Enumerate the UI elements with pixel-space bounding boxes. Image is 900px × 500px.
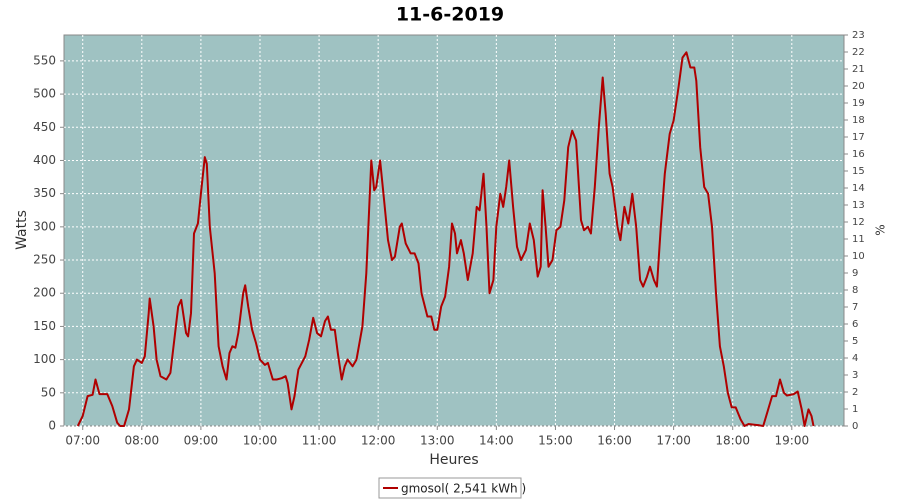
y2-tick-label: 17: [852, 132, 865, 143]
y-tick-label: 550: [33, 53, 56, 67]
x-tick-label: 19:00: [775, 434, 810, 448]
y2-tick-label: 16: [852, 149, 865, 160]
y2-tick-label: 18: [852, 115, 865, 126]
y2-tick-label: 23: [852, 30, 865, 41]
x-tick-label: 13:00: [420, 434, 455, 448]
x-tick-label: 17:00: [656, 434, 691, 448]
y2-tick-label: 21: [852, 64, 865, 75]
y-tick-label: 450: [33, 120, 56, 134]
y-tick-label: 200: [33, 286, 56, 300]
y2-tick-label: 0: [852, 421, 858, 432]
y2-tick-label: 9: [852, 268, 858, 279]
y-tick-label: 350: [33, 186, 56, 200]
y2-axis-label: %: [874, 224, 888, 235]
y2-tick-label: 1: [852, 404, 858, 415]
y2-tick-label: 22: [852, 47, 865, 58]
x-tick-label: 18:00: [715, 434, 750, 448]
y-tick-label: 250: [33, 253, 56, 267]
y2-tick-label: 3: [852, 370, 858, 381]
y2-tick-label: 8: [852, 285, 858, 296]
y-tick-label: 300: [33, 219, 56, 233]
y2-tick-label: 12: [852, 217, 865, 228]
x-axis-label: Heures: [429, 452, 478, 468]
x-tick-label: 15:00: [538, 434, 573, 448]
y2-tick-label: 19: [852, 98, 865, 109]
legend-label: gmosol( 2,541 kWh ): [401, 482, 526, 496]
y2-tick-label: 2: [852, 387, 858, 398]
y2-tick-label: 13: [852, 200, 865, 211]
x-tick-label: 10:00: [243, 434, 278, 448]
y2-tick-label: 11: [852, 234, 865, 245]
y-tick-label: 50: [41, 385, 56, 399]
series-line: [76, 51, 815, 427]
y2-tick-label: 6: [852, 319, 858, 330]
x-tick-label: 08:00: [125, 434, 160, 448]
y-tick-label: 500: [33, 87, 56, 101]
x-tick-label: 11:00: [302, 434, 337, 448]
y2-tick-label: 7: [852, 302, 858, 313]
y2-tick-label: 20: [852, 81, 865, 92]
legend: [378, 477, 522, 499]
y-tick-label: 100: [33, 352, 56, 366]
x-tick-label: 14:00: [479, 434, 514, 448]
x-tick-label: 09:00: [184, 434, 219, 448]
x-tick-label: 07:00: [65, 434, 100, 448]
y-axis-label: Watts: [14, 210, 30, 250]
y2-tick-label: 5: [852, 336, 858, 347]
y2-tick-label: 15: [852, 166, 865, 177]
chart-title: 11-6-2019: [396, 4, 504, 26]
x-tick-label: 16:00: [597, 434, 632, 448]
x-tick-label: 12:00: [361, 434, 396, 448]
y-tick-label: 400: [33, 153, 56, 167]
y2-tick-label: 4: [852, 353, 858, 364]
y-tick-label: 0: [48, 419, 56, 433]
y2-tick-label: 10: [852, 251, 865, 262]
y2-tick-label: 14: [852, 183, 865, 194]
y-tick-label: 150: [33, 319, 56, 333]
